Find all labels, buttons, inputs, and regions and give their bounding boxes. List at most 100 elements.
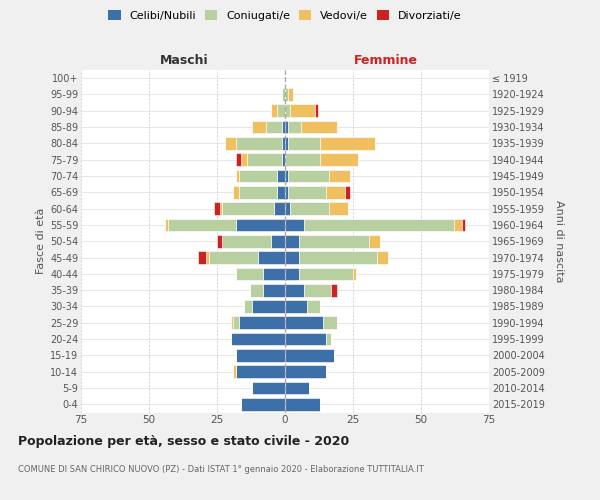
Bar xyxy=(323,316,337,329)
Bar xyxy=(307,300,320,313)
Bar xyxy=(288,170,329,182)
Bar xyxy=(301,120,337,134)
Bar xyxy=(285,218,304,232)
Bar xyxy=(320,154,358,166)
Bar xyxy=(288,88,293,101)
Bar xyxy=(285,88,288,101)
Text: Femmine: Femmine xyxy=(353,54,418,66)
Bar xyxy=(290,202,329,215)
Bar xyxy=(266,120,282,134)
Bar xyxy=(233,316,239,329)
Bar xyxy=(236,137,282,150)
Y-axis label: Fasce di età: Fasce di età xyxy=(35,208,46,274)
Bar xyxy=(370,235,380,248)
Bar xyxy=(285,349,334,362)
Bar xyxy=(225,137,236,150)
Bar xyxy=(271,235,285,248)
Bar xyxy=(331,284,337,296)
Bar xyxy=(326,332,331,345)
Bar xyxy=(263,284,285,296)
Bar xyxy=(236,170,239,182)
Bar xyxy=(253,120,266,134)
Bar xyxy=(263,268,285,280)
Bar xyxy=(285,120,288,134)
Bar xyxy=(277,104,285,117)
Bar xyxy=(299,235,370,248)
Bar xyxy=(315,104,317,117)
Text: Maschi: Maschi xyxy=(160,54,209,66)
Bar xyxy=(239,170,277,182)
Bar xyxy=(299,268,353,280)
Bar xyxy=(299,251,377,264)
Bar xyxy=(233,366,236,378)
Legend: Celibi/Nubili, Coniugati/e, Vedovi/e, Divorziati/e: Celibi/Nubili, Coniugati/e, Vedovi/e, Di… xyxy=(104,6,466,25)
Bar xyxy=(285,284,304,296)
Y-axis label: Anni di nascita: Anni di nascita xyxy=(554,200,564,282)
Bar xyxy=(220,202,223,215)
Bar xyxy=(244,300,253,313)
Text: COMUNE DI SAN CHIRICO NUOVO (PZ) - Dati ISTAT 1° gennaio 2020 - Elaborazione TUT: COMUNE DI SAN CHIRICO NUOVO (PZ) - Dati … xyxy=(18,465,424,474)
Bar xyxy=(285,332,326,345)
Bar xyxy=(253,300,285,313)
Bar xyxy=(214,202,220,215)
Bar xyxy=(329,202,347,215)
Bar xyxy=(233,186,239,198)
Bar xyxy=(285,366,326,378)
Bar xyxy=(285,300,307,313)
Bar xyxy=(285,235,299,248)
Bar xyxy=(277,170,285,182)
Bar xyxy=(168,218,236,232)
Bar xyxy=(282,88,285,101)
Bar xyxy=(239,186,277,198)
Bar xyxy=(285,268,299,280)
Bar xyxy=(288,137,320,150)
Bar xyxy=(236,218,285,232)
Bar xyxy=(198,251,206,264)
Bar xyxy=(345,186,350,198)
Bar xyxy=(285,186,288,198)
Bar xyxy=(282,137,285,150)
Text: Popolazione per età, sesso e stato civile - 2020: Popolazione per età, sesso e stato civil… xyxy=(18,435,349,448)
Bar xyxy=(320,137,375,150)
Bar xyxy=(230,316,233,329)
Bar xyxy=(454,218,462,232)
Bar xyxy=(282,120,285,134)
Bar xyxy=(288,186,326,198)
Bar xyxy=(285,398,320,410)
Bar xyxy=(247,154,282,166)
Bar xyxy=(285,104,290,117)
Bar xyxy=(223,202,274,215)
Bar xyxy=(230,332,285,345)
Bar xyxy=(304,218,454,232)
Bar xyxy=(236,154,241,166)
Bar xyxy=(236,349,285,362)
Bar xyxy=(377,251,388,264)
Bar xyxy=(285,251,299,264)
Bar xyxy=(285,316,323,329)
Bar xyxy=(236,366,285,378)
Bar xyxy=(353,268,356,280)
Bar xyxy=(258,251,285,264)
Bar xyxy=(285,137,288,150)
Bar xyxy=(285,170,288,182)
Bar xyxy=(271,104,277,117)
Bar xyxy=(241,154,247,166)
Bar xyxy=(236,268,263,280)
Bar xyxy=(206,251,209,264)
Bar xyxy=(462,218,464,232)
Bar xyxy=(274,202,285,215)
Bar xyxy=(304,284,331,296)
Bar xyxy=(285,154,320,166)
Bar xyxy=(217,235,223,248)
Bar xyxy=(209,251,258,264)
Bar xyxy=(285,202,290,215)
Bar xyxy=(290,104,315,117)
Bar xyxy=(285,382,310,394)
Bar xyxy=(329,170,350,182)
Bar xyxy=(326,186,345,198)
Bar xyxy=(288,120,301,134)
Bar xyxy=(239,316,285,329)
Bar xyxy=(282,154,285,166)
Bar xyxy=(166,218,168,232)
Bar xyxy=(241,398,285,410)
